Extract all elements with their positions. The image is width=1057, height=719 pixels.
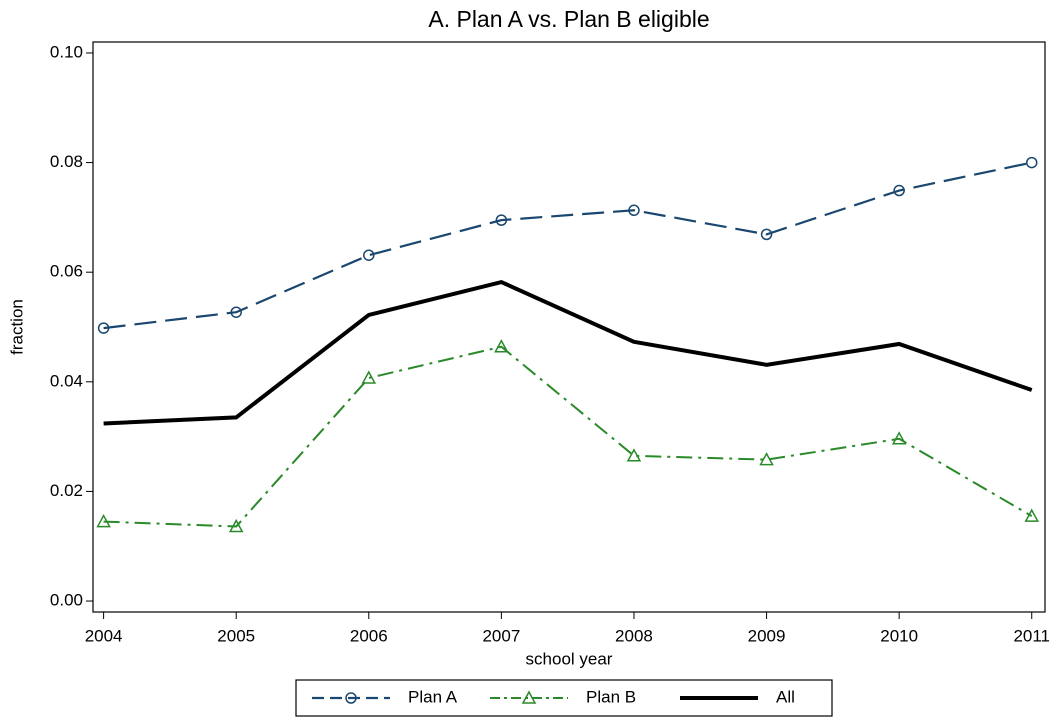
point-marker (1025, 156, 1038, 169)
series-line (103, 161, 1032, 330)
point-marker (230, 306, 242, 318)
point-marker (228, 518, 244, 533)
x-tick-label: 2006 (350, 626, 388, 645)
point-marker (891, 431, 907, 445)
series-line (103, 345, 1033, 528)
legend-label: Plan A (408, 687, 458, 706)
x-tick-label: 2005 (217, 626, 255, 645)
y-axis-label: fraction (7, 299, 26, 355)
point-marker (97, 322, 110, 334)
point-marker (893, 184, 905, 197)
point-marker (626, 448, 642, 462)
series-line (103, 279, 1033, 426)
x-tick-label: 2007 (482, 626, 520, 645)
y-tick-label: 0.08 (50, 152, 83, 171)
legend-label: Plan B (586, 687, 636, 706)
point-marker (495, 214, 508, 226)
x-tick-label: 2008 (615, 626, 653, 645)
point-marker (521, 690, 537, 704)
y-tick-label: 0.06 (50, 262, 83, 281)
x-axis-label: school year (526, 649, 613, 668)
plot-frame (92, 41, 1046, 613)
x-tick-label: 2004 (85, 626, 123, 645)
point-marker (361, 370, 377, 384)
x-tick-label: 2010 (880, 626, 918, 645)
point-marker (1024, 508, 1040, 522)
point-marker (760, 228, 773, 241)
y-tick-label: 0.10 (50, 42, 83, 61)
point-marker (759, 452, 774, 466)
point-marker (494, 339, 509, 353)
x-tick-label: 2009 (748, 626, 786, 645)
x-tick-label: 2011 (1013, 626, 1050, 645)
point-marker (363, 249, 375, 261)
y-tick-label: 0.04 (50, 371, 83, 390)
point-marker (628, 204, 640, 217)
chart-title: A. Plan A vs. Plan B eligible (428, 6, 709, 32)
legend-box (295, 679, 833, 717)
legend-label: All (776, 687, 795, 706)
y-tick-label: 0.02 (50, 481, 83, 500)
point-marker (345, 692, 357, 704)
y-tick-label: 0.00 (50, 591, 83, 610)
point-marker (96, 514, 111, 528)
